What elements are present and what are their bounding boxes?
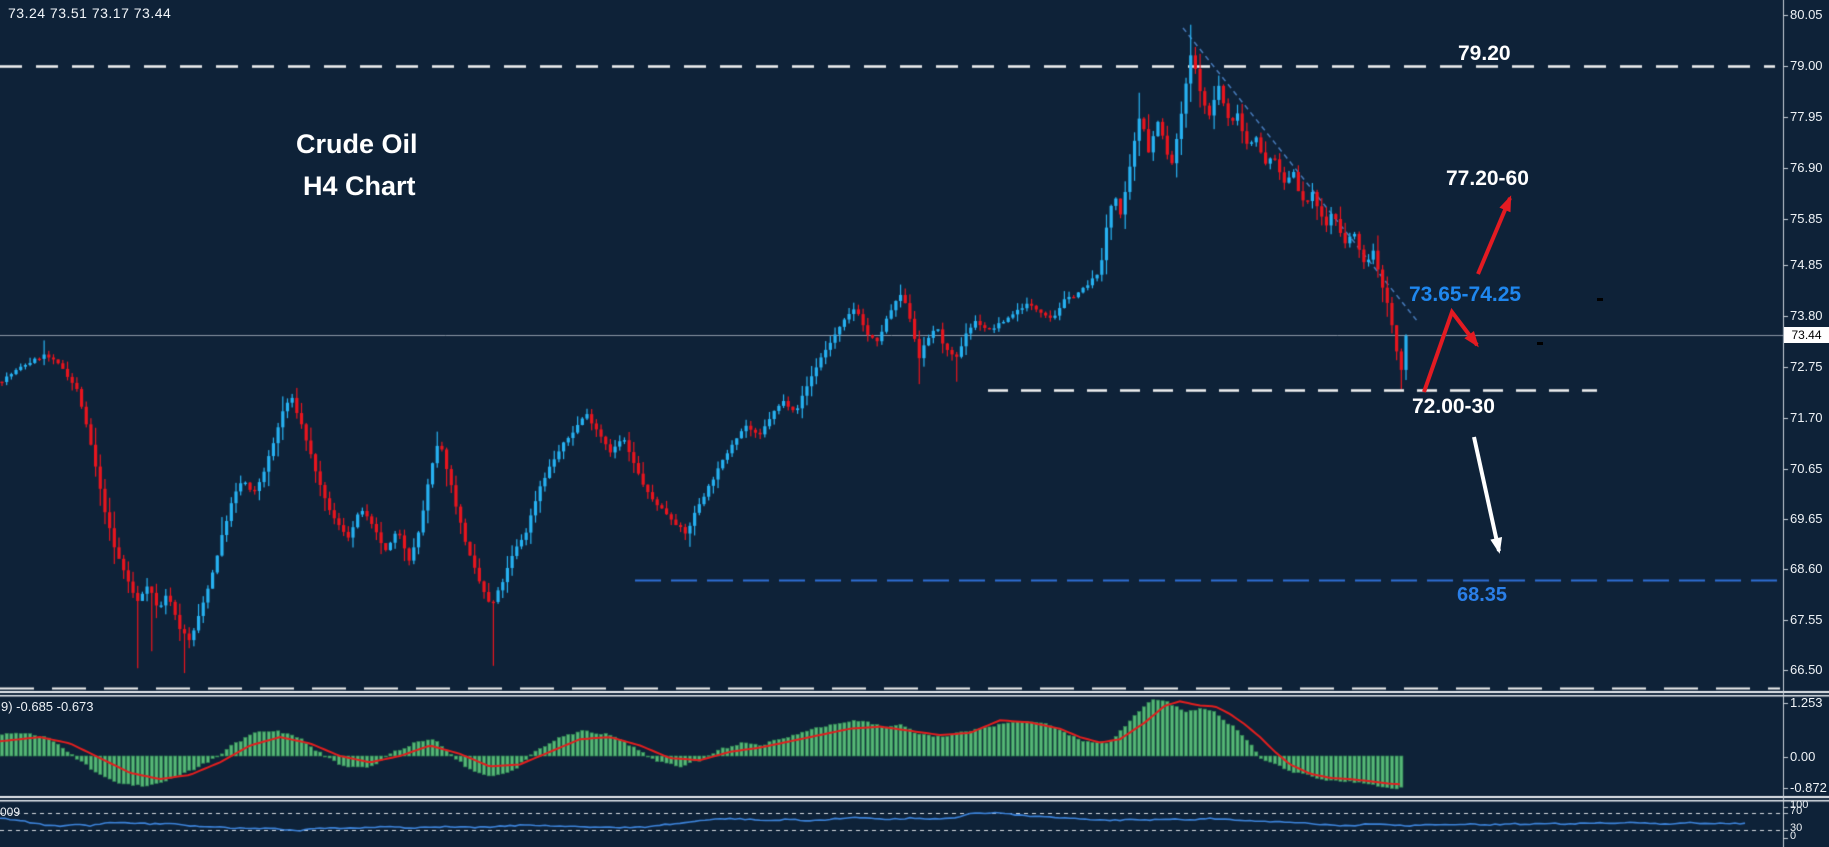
level-label-72-00-30[interactable]: 72.00-30 xyxy=(1412,395,1495,418)
cursor-mark-1 xyxy=(1537,342,1543,345)
cursor-mark-2 xyxy=(1597,298,1603,301)
price-axis-tick-label: 71.70 xyxy=(1790,410,1823,425)
zone-label-73-65-74-25[interactable]: 73.65-74.25 xyxy=(1409,283,1522,306)
bottom-axis-tick-label: 100 xyxy=(1790,799,1809,811)
level-label-79-20[interactable]: 79.20 xyxy=(1458,42,1511,65)
bottom-axis-tick-label: 30 xyxy=(1790,822,1803,834)
symbol-watermark-line1: Crude Oil xyxy=(296,129,418,159)
price-axis-tick-label: 77.95 xyxy=(1790,109,1823,124)
price-axis-tick-label: 76.90 xyxy=(1790,160,1823,175)
price-axis-tick-label: 80.05 xyxy=(1790,7,1823,22)
price-axis-tick-label: 67.55 xyxy=(1790,612,1823,627)
price-axis-tick-label: 69.65 xyxy=(1790,511,1823,526)
bottom-axis-tick-label: 70 xyxy=(1790,805,1803,817)
ohlc-readout: 73.24 73.51 73.17 73.44 xyxy=(8,5,172,21)
current-price-tag: 73.44 xyxy=(1784,327,1829,343)
price-axis-tick-label: 72.75 xyxy=(1790,359,1823,374)
target-label-68-35[interactable]: 68.35 xyxy=(1457,584,1508,606)
macd-axis-tick-label: 0.00 xyxy=(1790,749,1816,764)
macd-axis-tick-label: 1.253 xyxy=(1790,695,1823,710)
price-axis-tick-label: 66.50 xyxy=(1790,662,1823,677)
macd-indicator-readout: 9) -0.685 -0.673 xyxy=(1,699,94,714)
macd-axis-tick-label: -0.872 xyxy=(1790,780,1827,795)
price-axis-tick-label: 70.65 xyxy=(1790,461,1823,476)
price-axis-tick-label: 79.00 xyxy=(1790,58,1823,73)
symbol-watermark-line2: H4 Chart xyxy=(303,171,416,201)
price-axis-tick-label: 74.85 xyxy=(1790,257,1823,272)
price-axis-tick-label: 73.80 xyxy=(1790,308,1823,323)
price-axis-tick-label: 75.85 xyxy=(1790,211,1823,226)
price-axis-tick-label: 68.60 xyxy=(1790,561,1823,576)
target-label-77-20-60[interactable]: 77.20-60 xyxy=(1446,167,1529,190)
bottom-axis-tick-label: 0 xyxy=(1790,830,1797,842)
bottom-indicator-readout: 009 xyxy=(0,805,21,819)
